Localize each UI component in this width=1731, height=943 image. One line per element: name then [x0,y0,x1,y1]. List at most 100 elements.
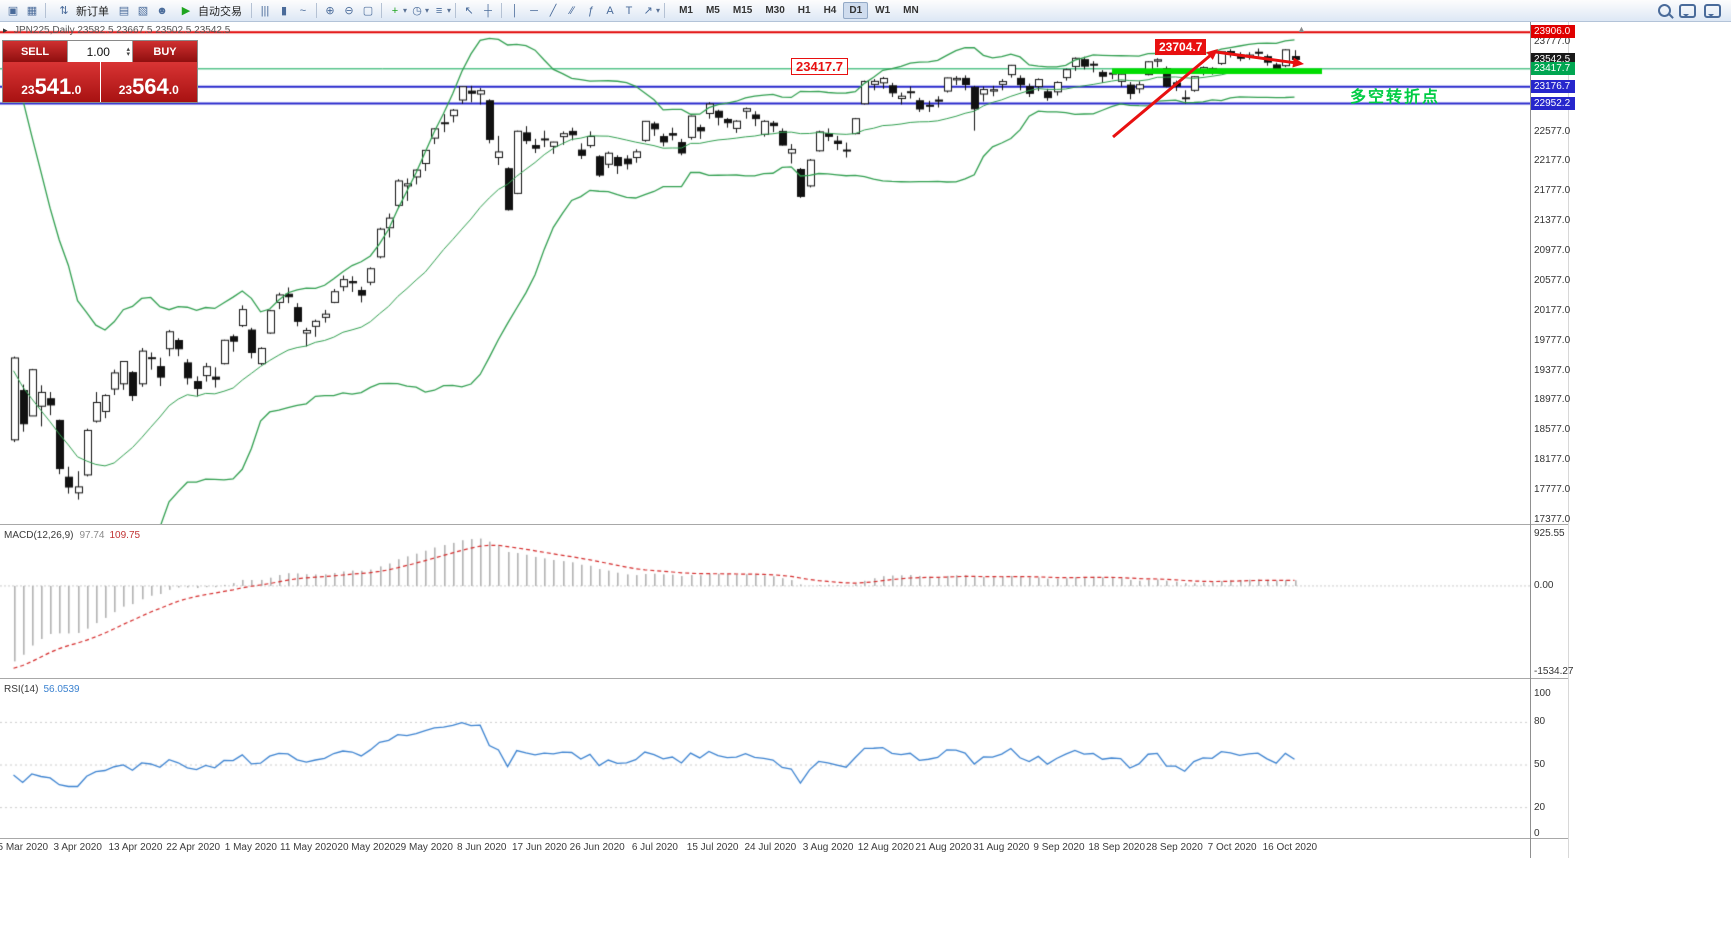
macd-pane-canvas[interactable] [0,526,1530,678]
axis-separator [1530,22,1531,858]
date-tick-label: 15 Jul 2020 [686,842,739,853]
timeframe-m30[interactable]: M30 [765,5,785,16]
zoom-in-icon[interactable]: ⊕ [325,5,335,17]
templates-icon[interactable]: ≡ [435,4,443,17]
axis-tick-label: 21377.0 [1534,215,1571,227]
timeframe-w1[interactable]: W1 [875,5,891,16]
price-level-box: 23176.7 [1531,79,1575,93]
search-icon[interactable] [1658,4,1671,17]
templates-caret-icon[interactable]: ▾ [447,6,452,15]
text-tool-icon[interactable]: A [606,4,614,17]
date-tick-label: 17 Jun 2020 [511,842,567,853]
axis-tick-label: 20 [1534,801,1546,813]
bid-suffix: .0 [71,83,82,97]
label-tool-icon[interactable]: T [625,4,633,17]
bar-chart-type-icon[interactable]: ||| [260,4,270,17]
zoom-out-icon[interactable]: ⊖ [344,5,354,17]
timeframe-m15[interactable]: M15 [732,5,753,16]
date-tick-label: 29 May 2020 [395,842,453,853]
news-icon[interactable] [1704,3,1721,18]
volume-stepper[interactable]: 1.00 ▴ ▾ [67,41,133,62]
date-tick-label: 22 Apr 2020 [166,842,221,853]
line-chart-type-icon[interactable]: ~ [299,4,307,17]
buy-button[interactable]: BUY [133,41,197,62]
channel-tool-icon[interactable]: ∕∕ [570,4,574,17]
volume-spin-buttons[interactable]: ▴ ▾ [126,45,130,58]
main-chart-canvas[interactable] [0,22,1530,524]
candlestick-type-icon[interactable]: ▮ [280,5,288,17]
date-tick-label: 11 May 2020 [280,842,338,853]
fibonacci-tool-icon[interactable]: ƒ [587,4,595,17]
ask-suffix: .0 [168,83,179,97]
tile-windows-icon[interactable]: ▢ [362,5,374,17]
turning-point-note: 多空转折点 [1350,89,1441,106]
timeframe-h4[interactable]: H4 [823,5,837,16]
periods-icon[interactable]: ◷ [412,5,422,17]
axis-tick-label: 22577.0 [1534,125,1571,137]
autotrading-button[interactable]: ▶ 自动交易 [172,1,247,21]
pane-separator[interactable] [0,678,1568,679]
date-tick-label: 20 May 2020 [337,842,396,853]
date-tick-label: 8 Jun 2020 [457,842,507,853]
chart-shift-marker-icon[interactable]: ▲ [1297,24,1306,34]
date-tick-label: 3 Apr 2020 [53,842,102,853]
market-depth-icon[interactable]: ▤ [118,5,130,17]
axis-tick-label: 20577.0 [1534,274,1571,286]
axis-tick-label: 0 [1534,828,1540,839]
autotrading-play-icon: ▶ [181,5,191,17]
indicators-icon[interactable]: + [391,4,399,17]
axis-tick-label: 925.55 [1534,528,1565,539]
axis-tick-label: 18977.0 [1534,394,1571,406]
vertical-line-tool-icon[interactable]: │ [511,4,519,17]
chart-ohlc-title: JPN225,Daily 23582.5 23667.5 23502.5 235… [14,25,231,36]
date-tick-label: 3 Aug 2020 [802,842,854,853]
new-order-label: 新订单 [76,5,109,18]
window-edge [1568,22,1569,858]
sell-button[interactable]: SELL [3,41,67,62]
timeframe-m5[interactable]: M5 [705,5,720,16]
bid-big-digits: 541 [34,74,72,99]
axis-tick-label: 20977.0 [1534,245,1571,257]
axis-tick-label: 21777.0 [1534,185,1571,197]
price-axis[interactable]: 23777.0 22577.0 22177.0 21777.0 21377.0 20977… [1531,0,1576,943]
autotrading-label: 自动交易 [198,5,242,18]
trendline-tool-icon[interactable]: ╱ [549,5,557,17]
chat-icon[interactable] [1679,3,1696,18]
timeframe-mn[interactable]: MN [903,5,919,16]
timeframe-group: M1 M5 M15 M30 H1 H4 D1 W1 MN [673,2,925,19]
timeframe-m1[interactable]: M1 [679,5,693,16]
toolbar-separator [316,3,317,18]
community-icon[interactable]: ☻ [156,4,168,17]
date-tick-label: 24 Jul 2020 [744,842,797,853]
axis-tick-label: 22177.0 [1534,155,1571,167]
price-tag-23704: 23704.7 [1155,39,1207,55]
ask-price-button[interactable]: 23 564.0 [100,62,197,102]
arrows-caret-icon[interactable]: ▾ [656,6,661,15]
cursor-icon[interactable]: ↖ [464,5,474,17]
timeframe-h1[interactable]: H1 [797,5,811,16]
crosshair-icon[interactable]: ┼ [484,4,492,17]
toolbar-right-group [1658,3,1727,18]
chart-window-icon[interactable]: ▣ [7,5,19,17]
macd-indicator-label: MACD(12,26,9) 97.74 109.75 [4,530,140,541]
arrows-tool-icon[interactable]: ↗ [643,5,653,17]
date-tick-label: 9 Sep 2020 [1033,842,1085,853]
horizontal-line-tool-icon[interactable]: ─ [530,4,538,17]
date-tick-label: 7 Oct 2020 [1207,842,1257,853]
new-order-button[interactable]: ⇅ 新订单 [50,1,114,21]
one-click-trading-panel: SELL 1.00 ▴ ▾ BUY 23 541.0 23 564.0 [2,40,198,103]
chart-profiles-icon[interactable]: ▦ [26,5,38,17]
indicators-caret-icon[interactable]: ▾ [403,6,408,15]
volume-down-icon[interactable]: ▾ [126,50,130,58]
toolbar-separator [501,3,503,18]
periods-caret-icon[interactable]: ▾ [425,6,430,15]
strategy-tester-icon[interactable]: ▧ [137,5,149,17]
bid-price-button[interactable]: 23 541.0 [3,62,100,102]
pane-separator[interactable] [0,524,1568,525]
volume-up-icon[interactable]: ▴ [126,45,130,53]
ask-big-digits: 564 [132,74,169,99]
volume-value[interactable]: 1.00 [86,44,110,59]
timeframe-d1[interactable]: D1 [843,2,869,19]
rsi-pane-canvas[interactable] [0,680,1530,838]
